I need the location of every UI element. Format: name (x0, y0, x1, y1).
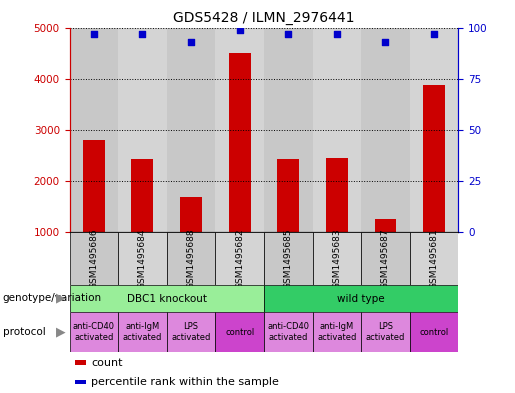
Bar (167, 312, 215, 352)
Text: GSM1495685: GSM1495685 (284, 228, 293, 289)
Bar (361, 28, 410, 232)
Bar (215, 312, 264, 352)
Bar (83, 140, 105, 232)
Point (235, 26, 244, 33)
Bar (264, 28, 313, 232)
Bar (326, 158, 348, 232)
Bar (361, 312, 410, 352)
Bar (313, 232, 361, 285)
Text: anti-IgM
activated: anti-IgM activated (317, 322, 356, 342)
Bar (264, 232, 313, 285)
Bar (215, 28, 264, 232)
Bar (118, 28, 167, 232)
Text: GSM1495686: GSM1495686 (89, 228, 98, 289)
Text: percentile rank within the sample: percentile rank within the sample (91, 377, 279, 387)
Bar (70, 312, 118, 352)
Point (90, 31, 98, 37)
Text: GSM1495683: GSM1495683 (332, 228, 341, 289)
Bar (118, 232, 167, 285)
Bar (167, 232, 215, 285)
Point (187, 39, 195, 45)
Bar (410, 28, 458, 232)
Text: wild type: wild type (337, 294, 385, 304)
Text: anti-CD40
activated: anti-CD40 activated (73, 322, 115, 342)
Title: GDS5428 / ILMN_2976441: GDS5428 / ILMN_2976441 (173, 11, 355, 25)
Text: GSM1495682: GSM1495682 (235, 228, 244, 288)
Bar (118, 312, 167, 352)
Text: GSM1495688: GSM1495688 (186, 228, 196, 289)
Text: GSM1495681: GSM1495681 (430, 228, 439, 289)
Bar (264, 285, 458, 312)
Bar (361, 232, 410, 285)
Text: DBC1 knockout: DBC1 knockout (127, 294, 207, 304)
Bar (277, 159, 299, 232)
Point (430, 31, 438, 37)
Text: ▶: ▶ (56, 325, 66, 339)
Bar (423, 85, 445, 232)
Bar (264, 312, 313, 352)
Text: control: control (419, 328, 449, 336)
Bar (410, 312, 458, 352)
Text: genotype/variation: genotype/variation (3, 293, 101, 303)
Bar (410, 232, 458, 285)
Text: protocol: protocol (3, 327, 45, 337)
Bar (229, 53, 251, 232)
Bar (131, 159, 153, 232)
Point (333, 31, 341, 37)
Bar (70, 232, 118, 285)
Text: count: count (91, 358, 123, 368)
Text: anti-CD40
activated: anti-CD40 activated (267, 322, 309, 342)
Text: control: control (225, 328, 254, 336)
Point (284, 31, 293, 37)
Text: GSM1495687: GSM1495687 (381, 228, 390, 289)
Bar (70, 285, 264, 312)
Text: GSM1495684: GSM1495684 (138, 228, 147, 288)
Bar (167, 28, 215, 232)
Bar (70, 28, 118, 232)
Bar (374, 219, 397, 232)
Bar (180, 197, 202, 232)
Text: LPS
activated: LPS activated (171, 322, 211, 342)
Text: LPS
activated: LPS activated (366, 322, 405, 342)
Text: ▶: ▶ (56, 292, 66, 305)
Bar (313, 28, 361, 232)
Text: anti-IgM
activated: anti-IgM activated (123, 322, 162, 342)
Point (139, 31, 147, 37)
Bar (215, 232, 264, 285)
Point (381, 39, 389, 45)
Bar (313, 312, 361, 352)
